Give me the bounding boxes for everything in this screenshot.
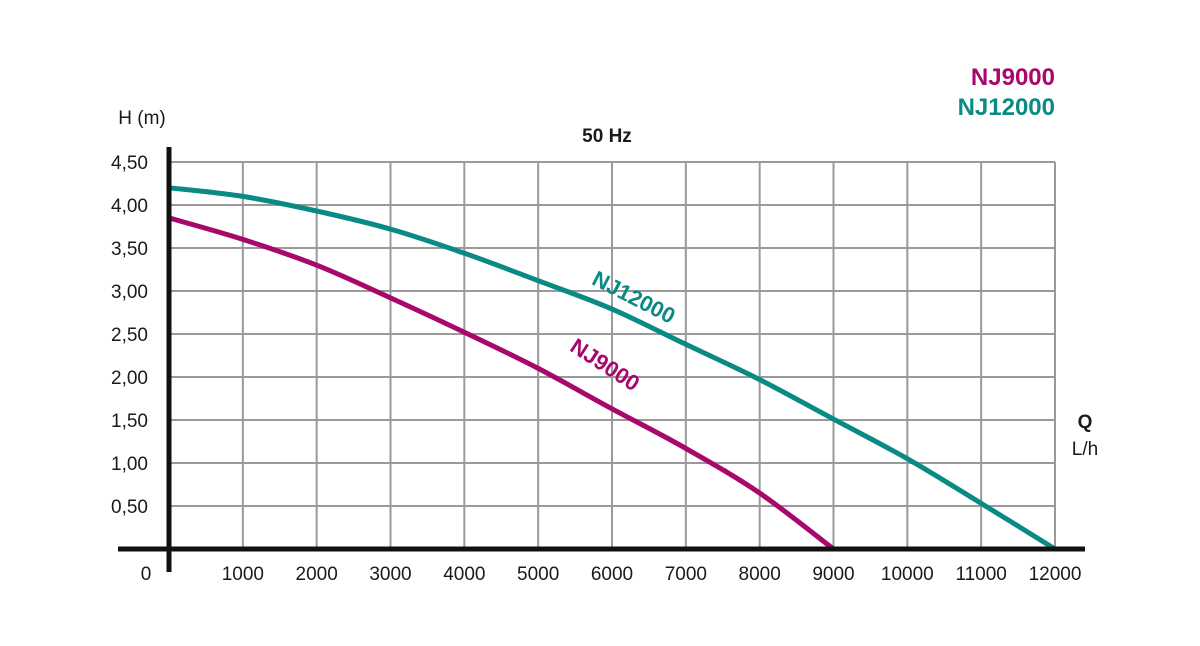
y-tick-label: 4,50 <box>111 153 148 174</box>
axes <box>118 147 1085 572</box>
x-tick-labels: 1000 2000 3000 4000 5000 6000 7000 8000 9000 1000… <box>222 564 1082 585</box>
curve-label-nj9000: NJ9000 <box>566 333 644 396</box>
x-tick-label: 5000 <box>517 564 559 585</box>
y-tick-label: 1,50 <box>111 411 148 432</box>
x-tick-label: 8000 <box>739 564 781 585</box>
y-tick-label: 2,50 <box>111 325 148 346</box>
x-axis-label: Q <box>1078 412 1093 433</box>
curve-nj9000 <box>168 215 836 551</box>
y-tick-label: 0,50 <box>111 497 148 518</box>
curve-nj12000 <box>168 185 1057 552</box>
x-tick-label: 11000 <box>955 564 1006 585</box>
origin-label: 0 <box>141 564 152 585</box>
legend-entry-nj12000: NJ12000 <box>958 94 1055 121</box>
x-tick-label: 2000 <box>296 564 338 585</box>
x-tick-label: 9000 <box>812 564 854 585</box>
y-tick-label: 3,50 <box>111 239 148 260</box>
x-tick-label: 12000 <box>1029 564 1082 585</box>
x-tick-label: 1000 <box>222 564 264 585</box>
x-tick-label: 10000 <box>881 564 934 585</box>
grid-lines <box>169 161 1056 549</box>
x-tick-label: 4000 <box>443 564 485 585</box>
x-tick-label: 3000 <box>369 564 411 585</box>
y-tick-label: 4,00 <box>111 196 148 217</box>
y-tick-labels: 0,50 1,00 1,50 2,00 2,50 3,00 3,50 4,00 4,50 <box>111 153 148 518</box>
y-tick-label: 3,00 <box>111 282 148 303</box>
chart-title: 50 Hz <box>582 126 632 147</box>
y-tick-label: 1,00 <box>111 454 148 475</box>
x-tick-label: 6000 <box>591 564 633 585</box>
x-tick-label: 7000 <box>665 564 707 585</box>
y-tick-label: 2,00 <box>111 368 148 389</box>
x-axis-unit: L/h <box>1072 439 1098 460</box>
curves <box>168 185 1057 552</box>
legend-entry-nj9000: NJ9000 <box>971 64 1055 91</box>
y-axis-label: H (m) <box>118 108 165 129</box>
